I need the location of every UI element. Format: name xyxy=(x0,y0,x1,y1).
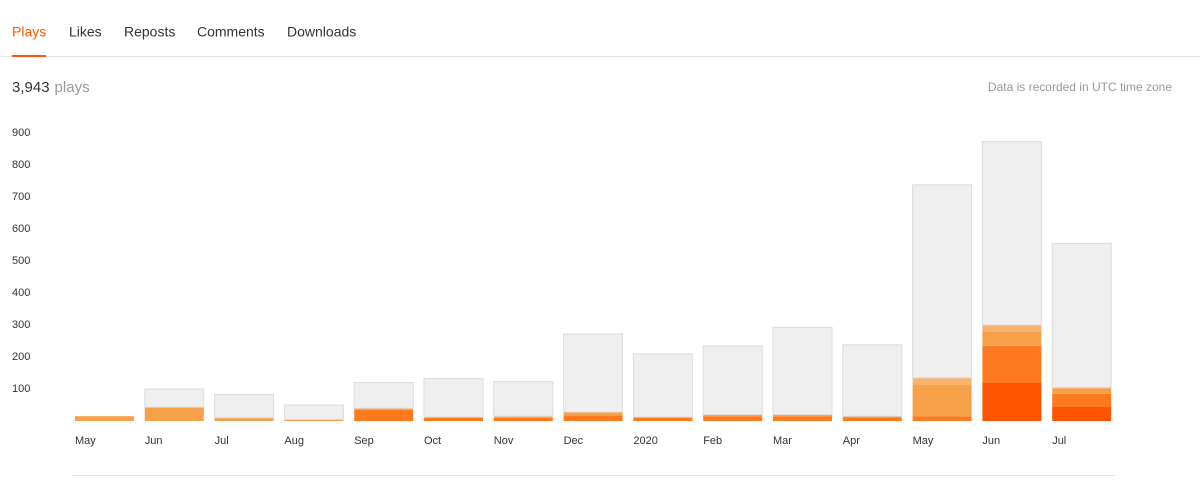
tab[interactable]: Likes xyxy=(69,24,102,40)
y-tick-label: 400 xyxy=(12,287,30,299)
play-unit: plays xyxy=(55,79,90,96)
y-tick-label: 800 xyxy=(12,159,30,171)
x-tick-label: Apr xyxy=(843,435,860,447)
bar-segment xyxy=(982,345,1042,383)
tab[interactable]: Downloads xyxy=(287,24,356,40)
y-tick-label: 300 xyxy=(12,319,30,331)
y-tick-label: 500 xyxy=(12,255,30,267)
bar-segment xyxy=(354,408,414,410)
x-tick-label: Feb xyxy=(703,435,722,447)
bar-segment xyxy=(214,417,274,421)
x-tick-label: May xyxy=(913,435,934,447)
bar-segment xyxy=(353,382,414,409)
x-tick-label: Aug xyxy=(284,435,304,447)
y-tick-label: 900 xyxy=(12,127,30,139)
bar-segment xyxy=(1052,389,1112,394)
timezone-note: Data is recorded in UTC time zone xyxy=(988,80,1172,94)
bar-segment xyxy=(702,345,763,416)
bar-segment xyxy=(493,417,553,421)
x-tick-label: May xyxy=(75,435,96,447)
bar-segment xyxy=(424,417,483,421)
bar-segment xyxy=(981,141,1042,326)
bar-segment xyxy=(144,407,204,421)
bar-segment xyxy=(912,416,972,421)
bar-segment xyxy=(912,377,972,385)
bar-segment xyxy=(284,419,344,421)
bar-segment xyxy=(563,333,624,413)
bar-segment xyxy=(982,325,1042,332)
bar-segment xyxy=(1052,393,1112,407)
bar-segment xyxy=(493,416,553,418)
bar-segment xyxy=(423,377,484,418)
bar-segment xyxy=(1052,387,1112,389)
bar-segment xyxy=(632,353,693,418)
y-tick-label: 600 xyxy=(12,223,30,235)
x-tick-label: Dec xyxy=(564,435,584,447)
x-tick-label: Jul xyxy=(215,435,229,447)
bar-segment xyxy=(563,415,623,421)
bar-segment xyxy=(842,417,902,421)
bar-segment xyxy=(354,409,414,421)
y-tick-label: 200 xyxy=(12,351,30,363)
bar-segment xyxy=(633,417,693,421)
tab[interactable]: Comments xyxy=(197,24,265,40)
bar-segment xyxy=(283,404,344,420)
y-tick-label: 100 xyxy=(12,383,30,395)
bar-segment xyxy=(912,184,973,379)
bar-segment xyxy=(982,382,1042,421)
x-tick-label: 2020 xyxy=(633,435,657,447)
bar-segment xyxy=(772,326,833,416)
bar-segment xyxy=(982,331,1042,346)
tab[interactable]: Plays xyxy=(12,24,46,40)
bar-segment xyxy=(703,416,763,421)
bar-segment xyxy=(144,388,205,408)
x-tick-label: Oct xyxy=(424,435,441,447)
bar-segment xyxy=(703,414,763,417)
x-tick-label: Mar xyxy=(773,435,792,447)
tab[interactable]: Reposts xyxy=(124,24,175,40)
bar-segment xyxy=(563,412,623,416)
x-tick-label: Jun xyxy=(145,435,163,447)
y-tick-label: 700 xyxy=(12,191,30,203)
x-tick-label: Jun xyxy=(982,435,1000,447)
x-tick-label: Sep xyxy=(354,435,374,447)
bar-segment xyxy=(1052,406,1112,421)
bar-segment xyxy=(773,414,832,417)
bar-segment xyxy=(773,416,832,421)
bar-segment xyxy=(214,393,275,419)
bar-segment xyxy=(912,384,972,417)
bar-segment xyxy=(842,344,903,417)
x-tick-label: Nov xyxy=(494,435,514,447)
bar-segment xyxy=(1051,242,1112,388)
bar-segment xyxy=(75,416,134,421)
play-count: 3,943 xyxy=(12,79,50,96)
bar-segment xyxy=(493,381,554,417)
x-tick-label: Jul xyxy=(1052,435,1066,447)
